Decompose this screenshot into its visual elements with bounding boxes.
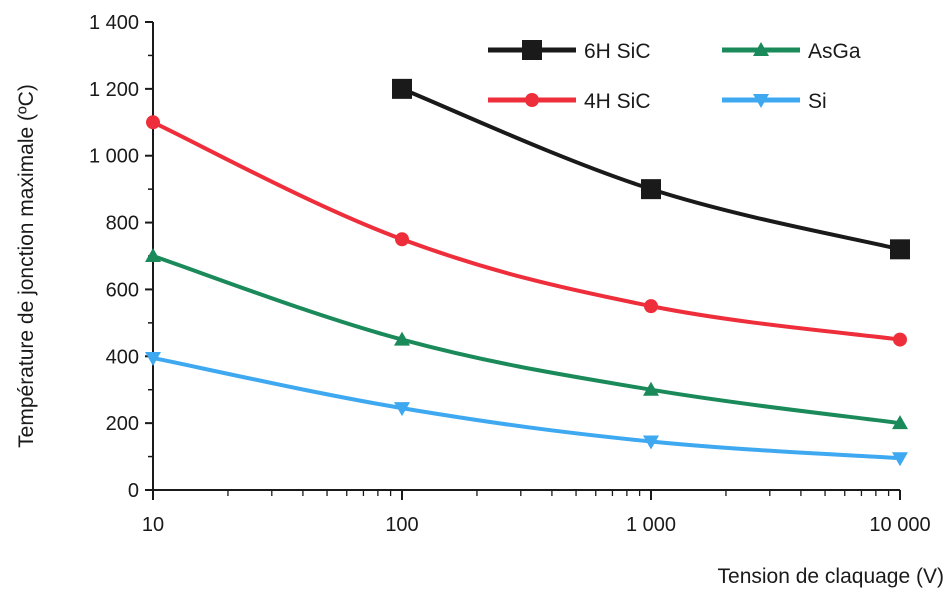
legend-label: 4H SiC: [584, 90, 651, 113]
y-tick-label: 400: [106, 346, 139, 368]
series-6h-sic: [392, 78, 910, 260]
legend-label: 6H SiC: [584, 40, 651, 63]
x-tick-label: 1 000: [626, 514, 676, 536]
axes: [152, 22, 900, 491]
data-point-asga: [643, 381, 659, 396]
series-line-asga: [151, 254, 902, 426]
y-tick-label: 1 200: [89, 79, 139, 101]
x-tick-label: 100: [385, 514, 418, 536]
data-point-si: [394, 402, 410, 417]
series-line-si: [151, 355, 902, 461]
legend-label: AsGa: [808, 40, 861, 63]
y-tick-label: 200: [106, 413, 139, 435]
legend-marker: [522, 40, 542, 60]
series-group: [145, 78, 910, 467]
data-point-6h-sic: [890, 239, 910, 260]
legend-item-asga: AsGa: [722, 40, 861, 63]
data-point-4h-sic: [893, 332, 907, 347]
data-point-asga: [892, 415, 908, 430]
series-si: [145, 351, 908, 467]
y-tick-label: 0: [128, 480, 139, 502]
y-tick-label: 600: [106, 279, 139, 301]
series-asga: [145, 248, 908, 430]
y-ticks: 0 200 400 600 800 1 000 1 200 1 400: [89, 12, 153, 502]
data-point-si: [145, 351, 161, 366]
data-point-asga: [145, 248, 161, 262]
legend: 6H SiC AsGa 4H SiC Si: [488, 40, 861, 113]
x-ticks: 10 100 1 000 10 000: [142, 490, 931, 536]
legend-marker: [525, 93, 539, 107]
legend-marker: [753, 94, 769, 108]
y-axis-title: Température de jonction maximale (ºC): [15, 84, 38, 448]
y-tick-label: 1 400: [89, 12, 139, 34]
legend-label: Si: [808, 90, 827, 113]
data-point-6h-sic: [392, 78, 412, 99]
data-point-4h-sic: [146, 115, 160, 130]
data-point-4h-sic: [644, 299, 658, 314]
data-point-6h-sic: [641, 179, 661, 200]
data-point-4h-sic: [395, 232, 409, 247]
x-tick-label: 10: [142, 514, 164, 536]
legend-item-si: Si: [722, 90, 827, 113]
data-point-si: [643, 435, 659, 450]
y-tick-label: 1 000: [89, 146, 139, 168]
y-tick-label: 800: [106, 213, 139, 235]
series-line-4h-sic: [151, 120, 902, 342]
data-point-asga: [394, 331, 410, 346]
legend-marker: [753, 42, 769, 56]
series-4h-sic: [146, 115, 907, 347]
legend-item-4h-sic: 4H SiC: [488, 90, 651, 113]
x-axis-title: Tension de claquage (V): [718, 565, 944, 588]
data-point-si: [892, 452, 908, 467]
x-tick-label: 10 000: [869, 514, 930, 536]
legend-item-6h-sic: 6H SiC: [488, 40, 651, 63]
